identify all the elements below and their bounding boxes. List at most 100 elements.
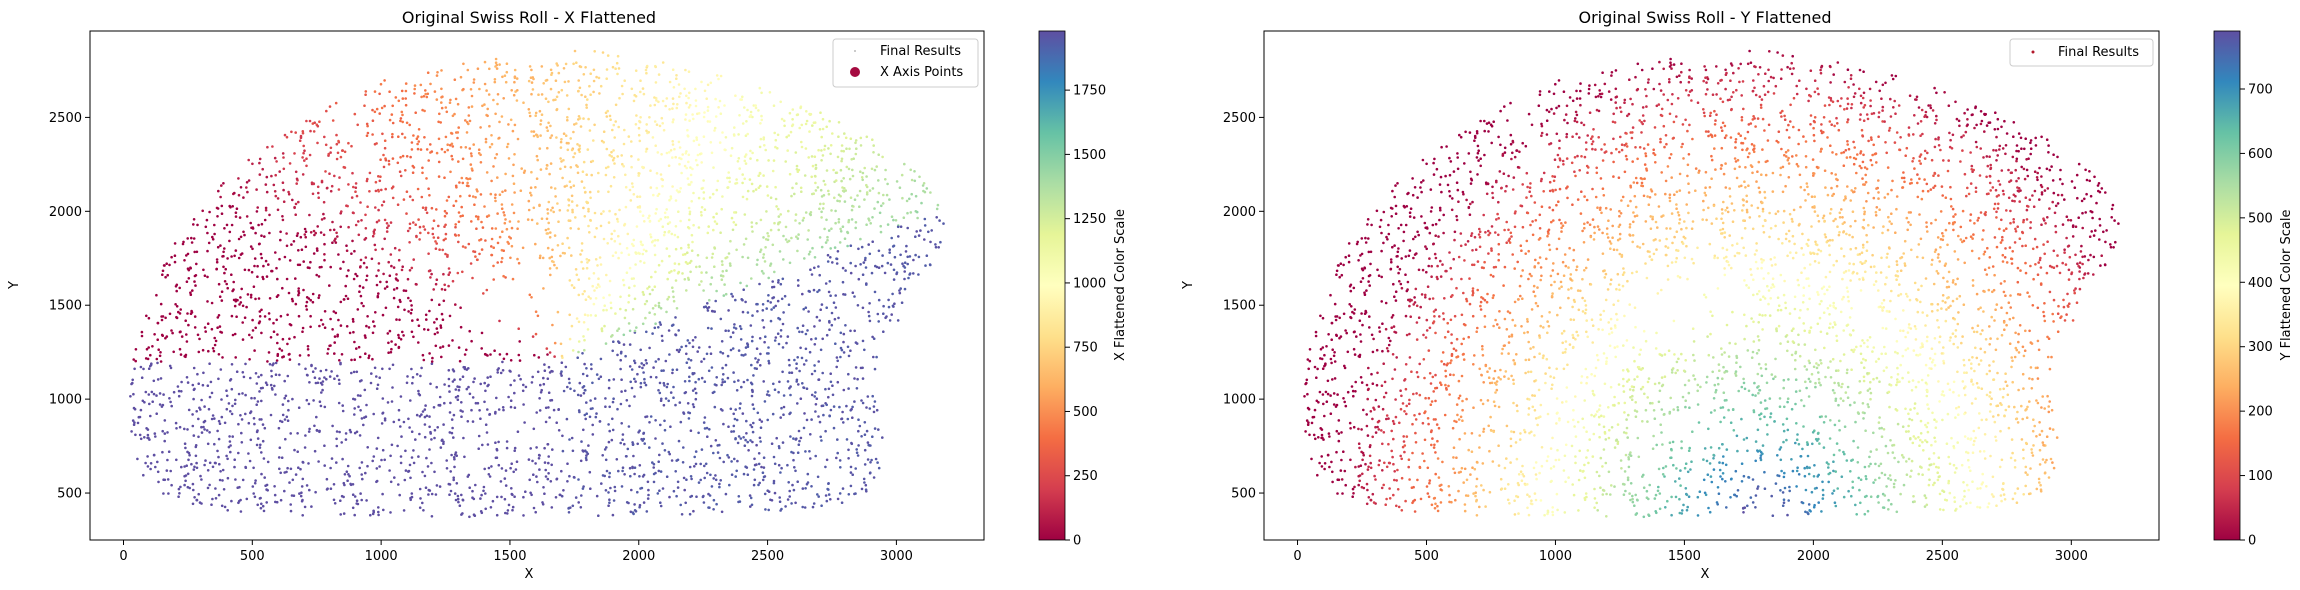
scatter-point [787,358,791,362]
scatter-point [465,177,468,180]
scatter-point [1609,385,1613,389]
scatter-point [827,482,830,485]
scatter-point [613,229,616,233]
scatter-point [197,417,200,421]
scatter-point [608,429,611,433]
scatter-point [383,417,387,420]
scatter-point [1382,431,1386,434]
scatter-point [1783,471,1786,475]
scatter-point [555,421,558,425]
scatter-point [159,302,163,306]
scatter-point [661,61,665,64]
scatter-point [859,144,863,147]
scatter-point [401,265,405,269]
scatter-point [225,394,229,398]
scatter-point [574,268,578,271]
scatter-point [492,165,495,168]
scatter-point [935,207,939,211]
scatter-point [1556,508,1559,512]
scatter-point [485,171,489,174]
scatter-point [485,431,489,434]
scatter-point [628,343,632,346]
scatter-point [500,495,503,499]
scatter-point [287,399,290,403]
scatter-point [426,92,430,96]
scatter-point [808,450,811,453]
scatter-point [359,409,362,412]
scatter-point [734,408,737,411]
scatter-point [293,448,296,452]
scatter-point [480,347,484,350]
scatter-point [371,459,375,463]
scatter-point [296,432,299,435]
scatter-point [449,401,452,405]
scatter-point [602,130,606,133]
scatter-point [320,318,323,322]
scatter-point [914,210,918,213]
scatter-point [642,437,646,441]
scatter-point [568,279,572,282]
scatter-point [581,292,585,296]
scatter-point [490,179,493,183]
scatter-point [450,453,453,457]
scatter-point [288,259,292,262]
scatter-point [453,378,456,382]
scatter-point [773,131,776,135]
scatter-point [410,141,414,144]
scatter-point [1972,429,1976,433]
scatter-point [1370,333,1374,337]
scatter-point [387,260,391,264]
scatter-point [658,321,662,324]
scatter-point [672,385,675,389]
scatter-point [1668,156,1671,160]
scatter-point [838,199,841,203]
scatter-point [275,160,278,163]
scatter-point [630,165,633,169]
scatter-point [621,466,625,470]
scatter-point [810,418,813,421]
scatter-point [291,478,295,482]
scatter-point [449,470,453,473]
scatter-point [597,171,600,175]
scatter-point [1374,478,1377,481]
scatter-point [780,466,783,470]
scatter-point [851,174,855,178]
scatter-point [1492,400,1496,404]
scatter-point [877,428,880,431]
scatter-point [430,150,434,153]
scatter-point [490,253,493,257]
scatter-point [683,488,686,492]
scatter-point [648,116,651,119]
scatter-point [386,226,389,230]
scatter-point [535,446,538,449]
scatter-point [213,343,217,347]
scatter-point [835,456,838,460]
scatter-point [267,263,270,266]
scatter-point [494,227,498,230]
scatter-point [532,206,536,210]
scatter-point [816,290,819,294]
scatter-point [588,415,592,419]
scatter-point [171,331,174,335]
scatter-point [321,323,325,326]
scatter-point [721,409,724,412]
scatter-point [359,294,363,298]
scatter-point [301,173,305,176]
scatter-point [691,113,694,116]
scatter-point [542,287,545,290]
scatter-point [351,483,355,486]
scatter-point [565,141,569,145]
scatter-point [298,263,302,267]
scatter-point [583,215,587,218]
scatter-point [676,486,680,489]
scatter-point [619,307,622,311]
scatter-point [265,383,269,387]
scatter-point [331,424,334,428]
scatter-point [1816,87,1819,90]
scatter-point [391,135,394,139]
scatter-point [393,246,397,250]
scatter-point [871,138,874,141]
scatter-point [865,406,868,409]
scatter-point [329,146,333,150]
x-axis-ticks: 0 500 1000 1500 2000 2500 3000 [119,540,913,564]
